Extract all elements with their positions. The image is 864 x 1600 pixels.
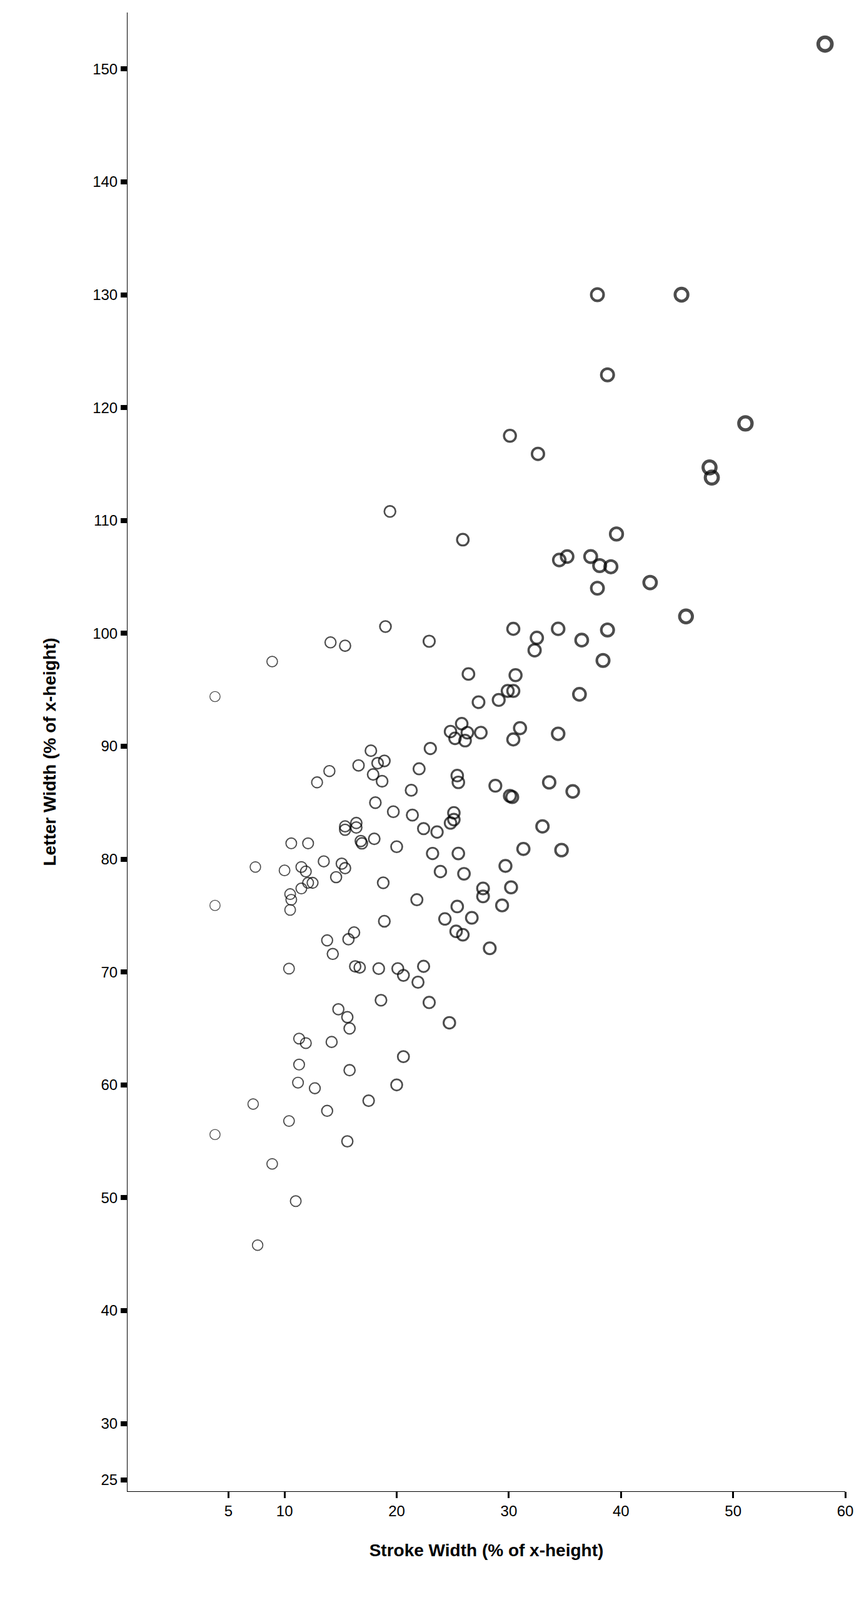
- svg-text:60: 60: [100, 1076, 118, 1094]
- svg-text:90: 90: [100, 737, 118, 755]
- svg-text:80: 80: [100, 850, 118, 868]
- svg-text:10: 10: [276, 1502, 294, 1520]
- svg-text:40: 40: [100, 1302, 118, 1320]
- svg-text:110: 110: [93, 512, 118, 529]
- svg-text:140: 140: [92, 173, 118, 191]
- svg-text:30: 30: [500, 1502, 518, 1520]
- svg-text:70: 70: [100, 964, 118, 981]
- svg-text:120: 120: [92, 399, 118, 417]
- svg-text:150: 150: [92, 60, 118, 78]
- svg-text:Letter Width (% of x-height): Letter Width (% of x-height): [40, 637, 60, 866]
- svg-text:40: 40: [612, 1502, 630, 1520]
- svg-text:100: 100: [92, 625, 118, 643]
- svg-text:5: 5: [224, 1502, 233, 1520]
- svg-text:60: 60: [837, 1502, 854, 1520]
- svg-text:130: 130: [92, 286, 118, 304]
- svg-text:50: 50: [100, 1189, 118, 1207]
- svg-text:30: 30: [100, 1415, 118, 1433]
- svg-text:Stroke Width (% of x-height): Stroke Width (% of x-height): [369, 1541, 604, 1561]
- svg-text:20: 20: [388, 1502, 406, 1520]
- svg-text:50: 50: [724, 1502, 742, 1520]
- svg-text:25: 25: [100, 1471, 118, 1489]
